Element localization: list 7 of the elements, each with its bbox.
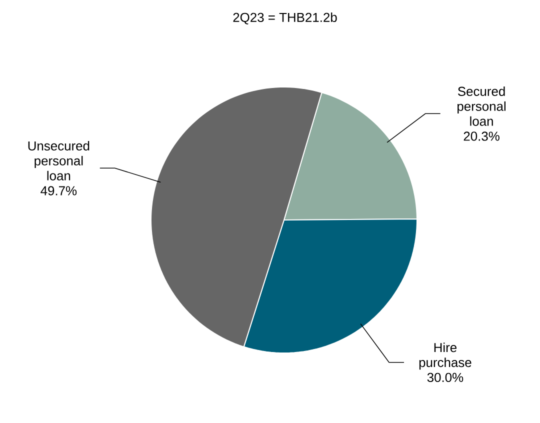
slice-label: Hire purchase: [419, 342, 472, 370]
data-label: 30.0%: [427, 372, 464, 382]
slice-label: Unsecured personal loan: [28, 140, 90, 180]
chart-title: 2Q23 = THB21.2b: [233, 12, 337, 24]
data-label: 49.7%: [40, 186, 77, 196]
slice-label: Secured personal loan: [458, 86, 506, 126]
data-label: 20.3%: [464, 132, 500, 141]
